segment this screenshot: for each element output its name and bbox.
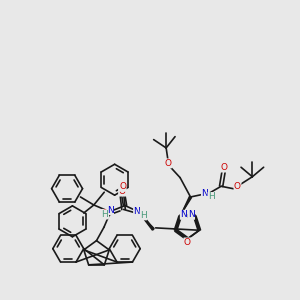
Text: H: H xyxy=(140,211,147,220)
Text: O: O xyxy=(184,238,191,247)
Text: H: H xyxy=(101,210,108,219)
Text: O: O xyxy=(165,159,172,168)
Text: N: N xyxy=(188,210,195,219)
Text: N: N xyxy=(201,189,208,198)
Text: N: N xyxy=(134,207,140,216)
Text: H: H xyxy=(208,193,215,202)
Polygon shape xyxy=(182,196,192,213)
Text: N: N xyxy=(107,206,113,214)
Text: O: O xyxy=(119,182,126,191)
Text: N: N xyxy=(180,210,187,219)
Text: O: O xyxy=(102,209,109,218)
Polygon shape xyxy=(140,214,154,230)
Text: O: O xyxy=(118,187,126,196)
Text: O: O xyxy=(234,182,241,191)
Text: O: O xyxy=(220,163,227,172)
